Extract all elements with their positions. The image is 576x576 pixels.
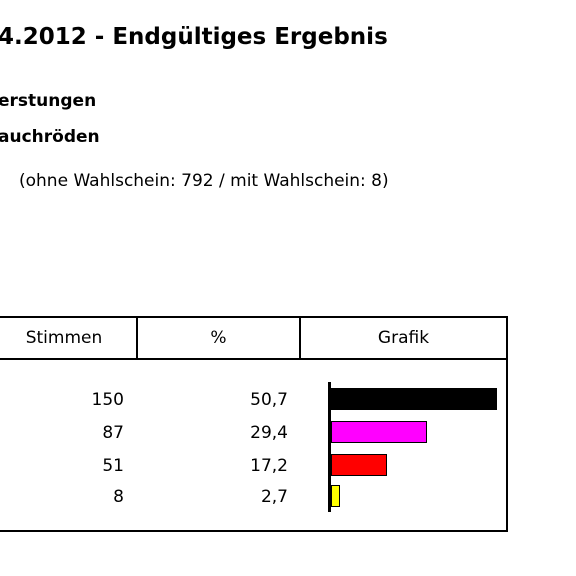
percent-value: 17,2 <box>250 456 288 476</box>
column-header-grafik: Grafik <box>377 328 430 348</box>
ballot-note: (ohne Wahlschein: 792 / mit Wahlschein: … <box>19 171 389 191</box>
stimmen-value: 150 <box>91 390 124 410</box>
bar-2 <box>331 421 427 443</box>
percent-value: 29,4 <box>250 423 288 443</box>
stimmen-value: 8 <box>113 487 124 507</box>
bar-1 <box>331 388 497 410</box>
stimmen-value: 87 <box>102 423 124 443</box>
percent-value: 50,7 <box>250 390 288 410</box>
chart-axis <box>328 382 331 512</box>
district-heading: auchröden <box>0 127 100 147</box>
results-table: Stimmen % Grafik 150 50,7 87 29,4 51 17,… <box>0 316 508 532</box>
table-row: 150 50,7 <box>0 388 506 421</box>
table-row: 51 17,2 <box>0 454 506 487</box>
table-row: 87 29,4 <box>0 421 506 454</box>
stimmen-value: 51 <box>102 456 124 476</box>
percent-value: 2,7 <box>260 487 288 507</box>
bar-3 <box>331 454 387 476</box>
bar-4 <box>331 485 340 507</box>
table-header: Stimmen % Grafik <box>0 318 506 360</box>
page-title: 4.2012 - Endgültiges Ergebnis <box>0 24 388 50</box>
region-heading: erstungen <box>0 91 97 111</box>
column-header-percent: % <box>138 318 301 358</box>
table-row: 8 2,7 <box>0 485 506 518</box>
column-header-stimmen: Stimmen <box>0 318 138 358</box>
